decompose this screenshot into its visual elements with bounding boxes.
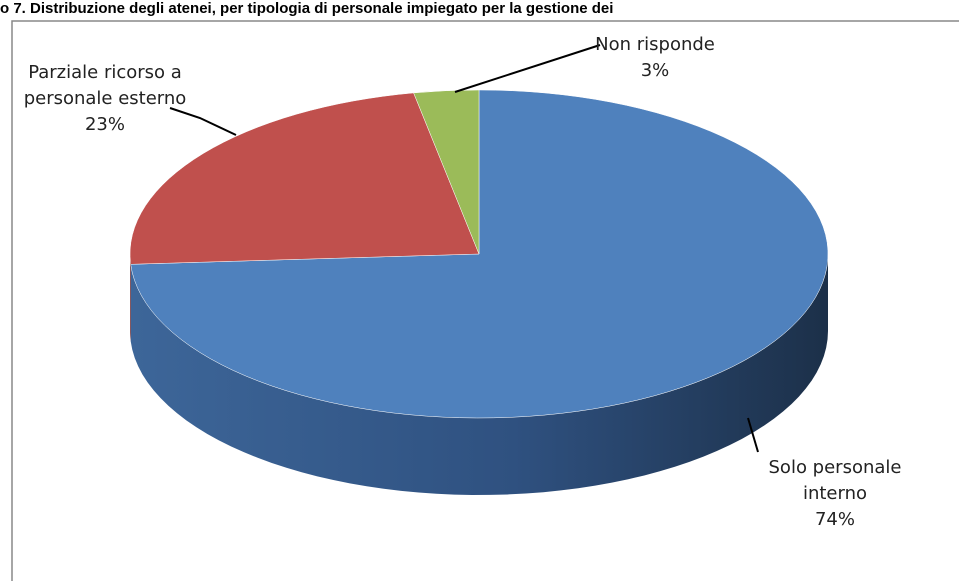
chart-frame	[11, 20, 959, 581]
slice-label: Parziale ricorso a personale esterno 23%	[15, 60, 195, 138]
pie-side	[130, 254, 131, 342]
leaders	[169, 44, 759, 453]
slice-label: Solo personale interno 74%	[750, 455, 920, 533]
pie-slice	[130, 89, 829, 419]
slice-value: 74%	[814, 509, 855, 530]
leader-line	[747, 417, 759, 453]
slice-name: Parziale ricorso a personale esterno	[23, 62, 187, 109]
pie	[129, 89, 829, 495]
chart-title: o 7. Distribuzione degli atenei, per tip…	[0, 0, 614, 17]
pie-slice	[129, 92, 480, 265]
slice-name: Solo personale interno	[768, 457, 902, 504]
slice-label: Non risponde 3%	[580, 32, 730, 84]
pie-slice	[413, 89, 480, 255]
leader-line	[169, 107, 237, 136]
slice-value: 3%	[640, 60, 670, 81]
pie-side	[130, 254, 829, 495]
leader-line	[454, 44, 601, 93]
slice-name: Non risponde	[595, 34, 715, 55]
slice-value: 23%	[84, 114, 125, 135]
